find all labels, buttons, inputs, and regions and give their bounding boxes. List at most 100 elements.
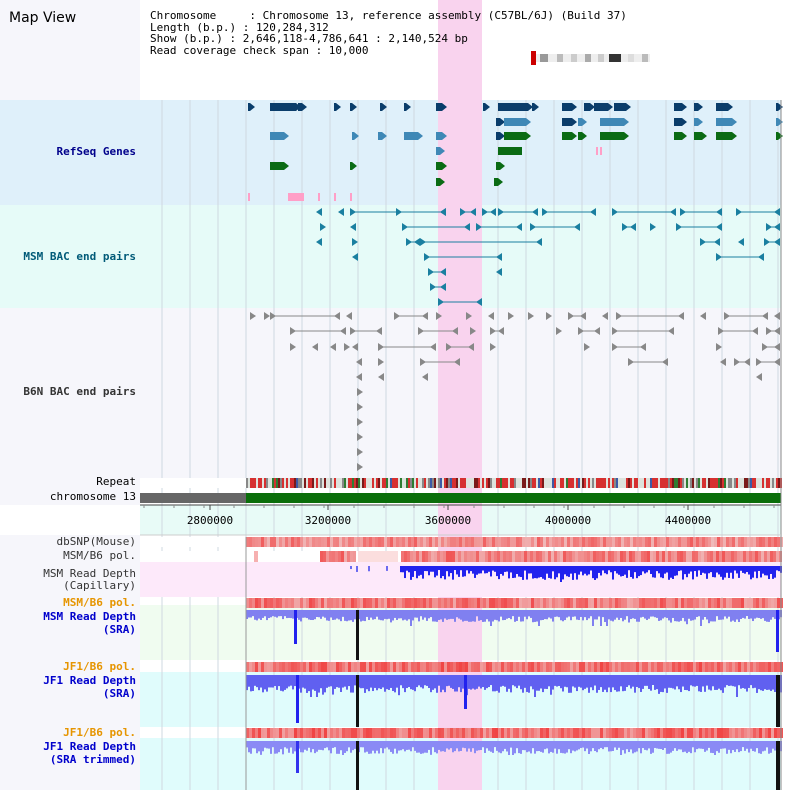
msm-capillary-depth-bar <box>762 566 764 574</box>
msm-capillary-depth-bar <box>458 566 460 577</box>
dbsnp-cell <box>741 537 744 547</box>
msm-sra-depth-bar <box>336 610 338 619</box>
msm-pol2-cell <box>396 598 399 608</box>
msm-sra-depth-bar <box>592 610 594 626</box>
jf1-pol2-cell <box>360 728 363 738</box>
refseq-gene-arrow <box>418 132 423 140</box>
jf1-sra-depth-bar <box>650 675 652 691</box>
msm-pol2-cell <box>624 598 627 608</box>
msm-pol2-cell <box>657 598 660 608</box>
jf1-pol1-cell <box>606 662 609 672</box>
jf1-sra-depth-bar <box>710 675 712 691</box>
jf1-trimmed-depth-bar <box>484 741 486 753</box>
msm-capillary-depth-bar <box>694 566 696 572</box>
msm-pol2-cell <box>582 598 585 608</box>
track-label-msm-bac[interactable]: MSM BAC end pairs <box>23 250 136 263</box>
jf1-pol1-cell <box>741 662 744 672</box>
repeat-block <box>444 478 446 488</box>
repeat-block <box>522 478 524 488</box>
msm-capillary-depth-bar <box>638 566 640 577</box>
msm-pol2-cell <box>627 598 630 608</box>
jf1-pol1-cell <box>516 662 519 672</box>
b6n-bac-end <box>720 358 726 366</box>
repeat-block <box>604 478 606 488</box>
b6n-bac-pair-end-left <box>446 343 452 351</box>
msm-pol2-cell <box>564 598 567 608</box>
msm-pol1-cell <box>680 551 683 562</box>
jf1-pol2-cell <box>639 728 642 738</box>
dbsnp-cell <box>309 537 312 547</box>
jf1-trimmed-depth-bar <box>454 741 456 752</box>
msm-bac-pair-end-left <box>482 208 488 216</box>
msm-capillary-depth-bar <box>662 566 664 579</box>
msm-pol2-cell <box>327 598 330 608</box>
jf1-sra-depth-bar <box>664 675 666 689</box>
msm-pol1-cell <box>722 551 725 562</box>
jf1-pol2-cell <box>516 728 519 738</box>
msm-sra-depth-bar <box>388 610 390 619</box>
msm-capillary-depth-bar <box>440 566 442 579</box>
msm-sra-depth-bar <box>658 610 660 621</box>
msm-sra-depth-bar <box>390 610 392 623</box>
msm-sra-depth-bar <box>652 610 654 617</box>
jf1-trimmed-depth-bar <box>542 741 544 753</box>
repeat-block <box>438 478 440 488</box>
track-label-refseq-genes[interactable]: RefSeq Genes <box>56 145 136 158</box>
refseq-gene-arrow <box>582 118 587 126</box>
dbsnp-cell <box>753 537 756 547</box>
msm-pol2-cell <box>348 598 351 608</box>
msm-capillary-depth-bar <box>386 566 388 571</box>
b6n-bac-end <box>344 343 350 351</box>
msm-pol2-cell <box>474 598 477 608</box>
msm-sra-depth-bar <box>440 610 442 620</box>
jf1-pol2-cell <box>369 728 372 738</box>
b6n-bac-pair-end-left <box>612 327 618 335</box>
jf1-pol2-cell <box>606 728 609 738</box>
msm-pol1-cell <box>731 551 734 562</box>
repeat-block <box>454 478 456 488</box>
msm-pol1-cell <box>632 551 635 562</box>
jf1-trimmed-depth-bar <box>596 741 598 753</box>
msm-sra-depth-bar <box>342 610 344 617</box>
repeat-block <box>416 478 418 488</box>
repeat-block <box>532 478 534 488</box>
b6n-bac-end <box>356 373 362 381</box>
jf1-sra-depth-bar <box>424 675 426 686</box>
jf1-pol1-cell <box>564 662 567 672</box>
msm-pol2-cell <box>501 598 504 608</box>
dbsnp-cell <box>594 537 597 547</box>
jf1-pol2-cell <box>366 728 369 738</box>
jf1-trimmed-depth-marker <box>776 741 780 790</box>
jf1-trimmed-depth-bar <box>284 741 286 748</box>
jf1-trimmed-depth-bar <box>500 741 502 754</box>
msm-pol2-cell <box>594 598 597 608</box>
msm-pol2-cell <box>495 598 498 608</box>
track-label-b6n-bac[interactable]: B6N BAC end pairs <box>23 385 136 398</box>
repeat-block <box>260 478 262 488</box>
jf1-trimmed-depth-bar <box>368 741 370 754</box>
b6n-bac-end <box>488 312 494 320</box>
jf1-sra-depth-bar <box>468 675 470 689</box>
msm-sra-depth-bar <box>610 610 612 621</box>
msm-capillary-depth-bar <box>714 566 716 578</box>
msm-sra-depth-bar <box>768 610 770 622</box>
jf1-pol1-cell <box>720 662 723 672</box>
jf1-trimmed-depth-bar <box>432 741 434 748</box>
jf1-trimmed-depth-bar <box>670 741 672 753</box>
msm-capillary-depth-bar <box>568 566 570 577</box>
jf1-trimmed-depth-bar <box>534 741 536 754</box>
msm-sra-depth-bar <box>534 610 536 622</box>
refseq-gene-arrow <box>590 103 595 111</box>
msm-pol1-cell <box>752 551 755 562</box>
dbsnp-cell <box>717 537 720 547</box>
jf1-pol2-cell <box>579 728 582 738</box>
msm-pol1-cell <box>536 551 539 562</box>
msm-pol2-cell <box>438 598 441 608</box>
msm-sra-depth-bar <box>760 610 762 619</box>
msm-pol1-cell <box>524 551 527 562</box>
b6n-bac-pair-end-right <box>774 358 780 366</box>
jf1-pol2-cell <box>390 728 393 738</box>
jf1-sra-depth-bar <box>458 675 460 688</box>
jf1-pol2-cell <box>765 728 768 738</box>
